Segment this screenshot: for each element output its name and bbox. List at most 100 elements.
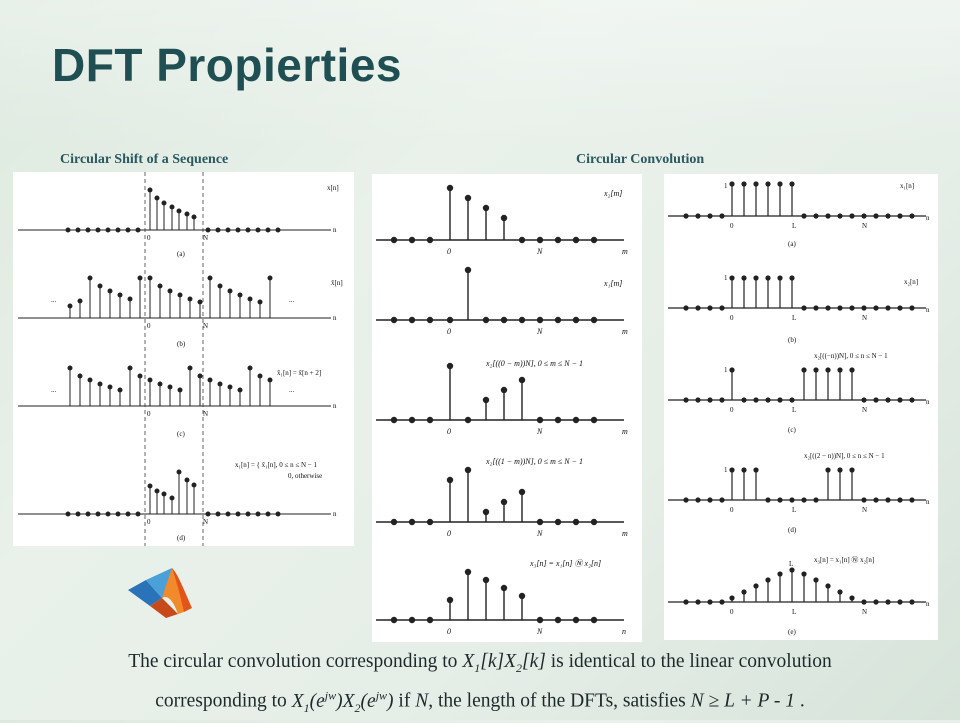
shift-ellipsis-b-left: ... [51, 296, 57, 304]
conv-right-axis-5: n [926, 600, 930, 608]
conv-right-N-2: N [862, 314, 867, 322]
conv-right-label-1: x₁[n] [900, 182, 914, 190]
bottom-X-ejw: X1(ejw)X2(ejw) [291, 688, 394, 715]
conv-right-label-3: x₂[((−n))N], 0 ≤ n ≤ N − 1 [814, 352, 888, 360]
shift-sub-c: (c) [177, 430, 185, 438]
shift-label-b: x̃[n] [331, 279, 343, 287]
conv-mid-label-1: x₂[m] [603, 189, 622, 198]
conv-mid-label-2: x₁[m] [603, 279, 622, 288]
shift-zero-d: 0 [147, 518, 151, 526]
shift-N-c: N [203, 410, 208, 418]
caption-circular-shift: Circular Shift of a Sequence [60, 152, 229, 167]
conv-right-sub-c: (c) [788, 426, 796, 434]
bottom-text-line-1: The circular convolution corresponding t… [0, 646, 960, 684]
shift-ellipsis-c-right: ... [289, 386, 295, 394]
bottom-text-2c: , the length of the DFTs, satisfies [428, 690, 691, 712]
shift-label-d2: 0, otherwise [288, 472, 322, 480]
conv-mid-label-4: x₂[((1 − m))N], 0 ≤ m ≤ N − 1 [485, 457, 583, 466]
conv-right-axis-2: n [926, 306, 930, 314]
bottom-period: . [795, 690, 805, 712]
shift-axis-b: n [333, 314, 337, 322]
shift-axis-d: n [333, 510, 337, 518]
conv-right-zero-1: 0 [730, 222, 734, 230]
conv-mid-N-2: N [536, 327, 543, 336]
conv-right-L-5: L [792, 608, 796, 616]
shift-ellipsis-b-right: ... [289, 296, 295, 304]
conv-mid-zero-2: 0 [447, 327, 451, 336]
shift-zero-a: 0 [147, 234, 151, 242]
conv-right-L-3: L [792, 406, 796, 414]
conv-right-N-4: N [862, 506, 867, 514]
bottom-text-line-2: corresponding to X1(ejw)X2(ejw) if N, th… [0, 680, 960, 723]
conv-mid-axis-2: m [622, 327, 628, 336]
bottom-text-1b: is identical to the linear convolution [545, 651, 832, 672]
conv-right-sub-d: (d) [788, 526, 797, 534]
bottom-inequality: N ≥ L + P - 1 [690, 690, 796, 712]
conv-mid-label-5: x₃[n] = x₁[n] Ⓝ x₂[n] [529, 559, 601, 568]
conv-right-zero-3: 0 [730, 406, 734, 414]
conv-mid-axis-5: n [622, 627, 626, 636]
shift-axis-a: n [333, 226, 337, 234]
conv-mid-zero-1: 0 [447, 247, 451, 256]
conv-mid-zero-5: 0 [447, 627, 451, 636]
conv-right-zero-5: 0 [730, 608, 734, 616]
shift-label-a: x[n] [327, 184, 339, 192]
bottom-X1: X1[k]X2[k] [462, 651, 546, 675]
conv-right-N-3: N [862, 406, 867, 414]
caption-circular-convolution: Circular Convolution [576, 152, 705, 167]
conv-right-L-2: L [792, 314, 796, 322]
circular-shift-figure: x[n] x̃[n] x̃₁[n] = x̃[n + 2] x₁[n] = { … [13, 172, 354, 546]
conv-right-zero-4: 0 [730, 506, 734, 514]
conv-right-axis-1: n [926, 214, 930, 222]
conv-right-sub-e: (e) [788, 628, 796, 636]
circular-convolution-right-figure: x₁[n] x₂[n] x₂[((−n))N], 0 ≤ n ≤ N − 1 x… [664, 174, 938, 640]
shift-label-d: x₁[n] = { x̃₁[n], 0 ≤ n ≤ N − 1 [235, 461, 317, 469]
conv-mid-N-4: N [536, 529, 543, 538]
conv-right-label-2: x₂[n] [904, 278, 918, 286]
conv-mid-axis-1: m [622, 247, 628, 256]
conv-mid-axis-3: m [622, 427, 628, 436]
conv-right-sub-b: (b) [788, 336, 797, 344]
shift-N-a: N [203, 234, 208, 242]
conv-right-L-4: L [792, 506, 796, 514]
conv-mid-zero-4: 0 [447, 529, 451, 538]
bottom-text-1a: The circular convolution corresponding t… [128, 651, 463, 672]
conv-mid-N-3: N [536, 427, 543, 436]
shift-ellipsis-c-left: ... [51, 386, 57, 394]
shift-label-c: x̃₁[n] = x̃[n + 2] [277, 369, 321, 377]
conv-right-axis-3: n [926, 398, 930, 406]
conv-right-axis-4: n [926, 498, 930, 506]
conv-mid-label-3: x₂[((0 − m))N], 0 ≤ m ≤ N − 1 [485, 359, 583, 368]
conv-mid-axis-4: m [622, 529, 628, 538]
shift-N-b: N [203, 322, 208, 330]
bottom-N: N [415, 690, 429, 712]
conv-right-zero-2: 0 [730, 314, 734, 322]
conv-right-one-1: 1 [724, 182, 728, 190]
bottom-text-2a: corresponding to [155, 690, 292, 712]
conv-mid-zero-3: 0 [447, 427, 451, 436]
conv-right-label-5: x₃[n] = x₁[n] Ⓝ x₂[n] [814, 556, 874, 564]
shift-zero-c: 0 [147, 410, 151, 418]
conv-right-sub-a: (a) [788, 240, 796, 248]
circular-convolution-middle-figure: x₂[m] x₁[m] x₂[((0 − m))N], 0 ≤ m ≤ N − … [372, 174, 642, 642]
shift-sub-a: (a) [177, 250, 185, 258]
shift-axis-c: n [333, 402, 337, 410]
slide-title: DFT Propierties [52, 39, 403, 91]
matlab-logo-icon [126, 560, 194, 625]
conv-mid-N-5: N [536, 627, 543, 636]
title-band [0, 0, 960, 150]
shift-N-d: N [203, 518, 208, 526]
conv-right-label-4: x₂[((2 − n))N], 0 ≤ n ≤ N − 1 [804, 452, 885, 460]
conv-right-one-4: 1 [724, 466, 728, 474]
conv-right-N-1: N [862, 222, 867, 230]
shift-sub-b: (b) [177, 340, 186, 348]
shift-sub-d: (d) [177, 534, 186, 542]
conv-right-L-1: L [792, 222, 796, 230]
conv-right-L-peak: L [789, 560, 793, 568]
bottom-text-2b: if [393, 690, 416, 712]
conv-right-N-5: N [862, 608, 867, 616]
conv-right-one-2: 1 [724, 274, 728, 282]
conv-mid-N-1: N [536, 247, 543, 256]
conv-right-one-3: 1 [724, 366, 728, 374]
shift-zero-b: 0 [147, 322, 151, 330]
